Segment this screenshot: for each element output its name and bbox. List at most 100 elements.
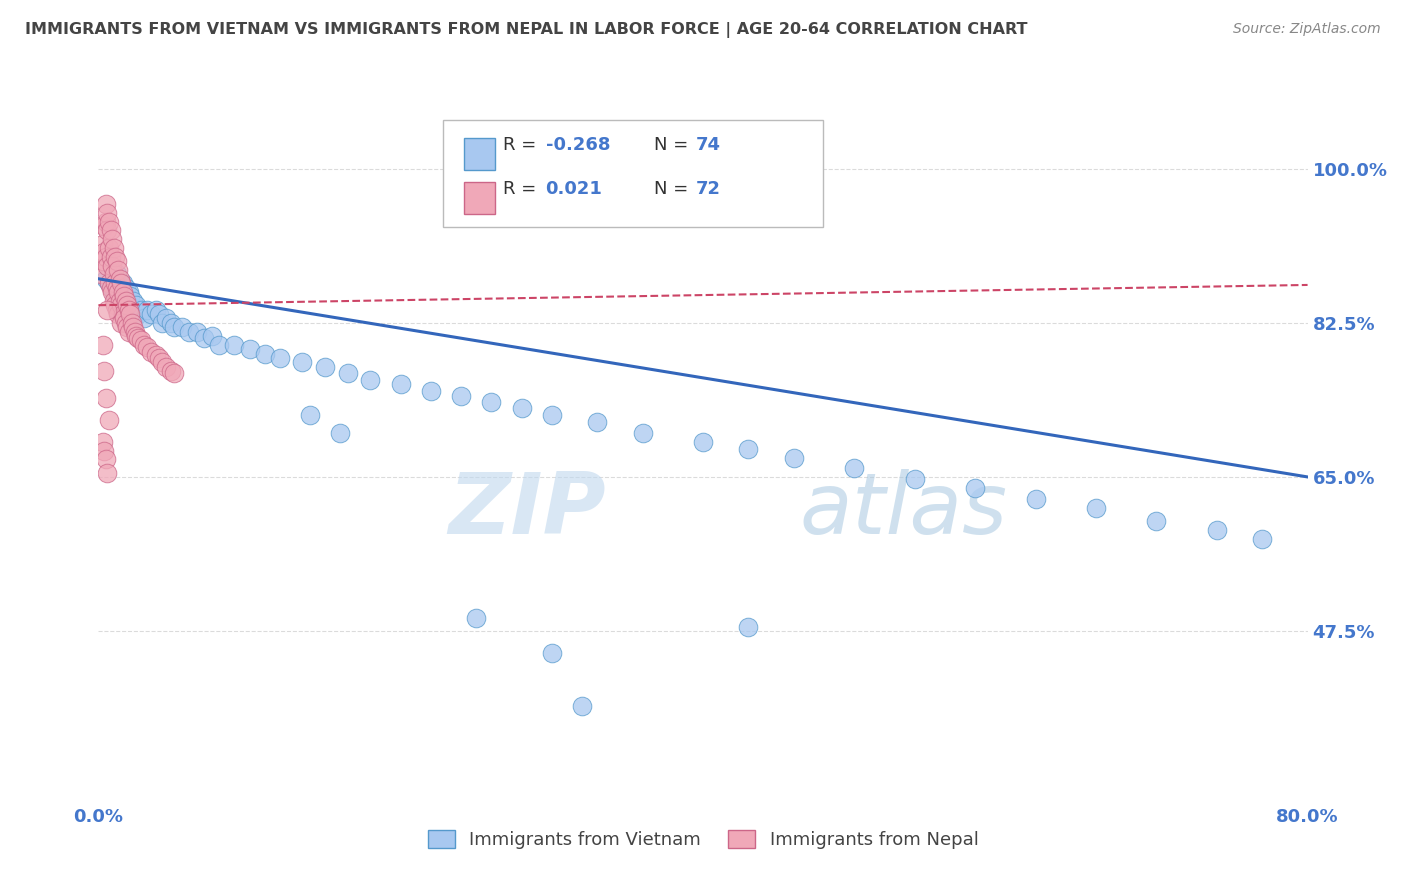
Point: [1085, 500, 1108, 515]
Point: [115, 307, 138, 321]
Point: [96, 302, 118, 317]
Point: [93, 443, 115, 458]
Point: [107, 285, 129, 299]
Point: [96, 205, 118, 219]
Point: [125, 298, 148, 312]
Point: [110, 285, 132, 299]
Point: [1144, 514, 1167, 528]
Point: [1024, 491, 1046, 506]
Point: [420, 384, 443, 398]
Point: [100, 280, 122, 294]
Point: [96, 259, 118, 273]
Point: [115, 298, 138, 312]
Point: [94, 214, 117, 228]
Point: [98, 276, 121, 290]
Point: [93, 219, 115, 233]
Point: [510, 401, 533, 416]
Point: [94, 452, 117, 467]
Point: [114, 316, 136, 330]
Point: [118, 325, 141, 339]
Point: [129, 334, 152, 348]
Point: [101, 285, 124, 299]
Point: [91, 254, 114, 268]
Point: [96, 466, 118, 480]
Point: [1251, 532, 1274, 546]
Point: [107, 280, 129, 294]
Point: [91, 236, 114, 251]
Point: [101, 232, 124, 246]
Point: [127, 331, 149, 345]
Point: [132, 311, 155, 326]
Point: [783, 450, 806, 465]
Text: 0.021: 0.021: [546, 180, 602, 198]
Point: [112, 289, 135, 303]
Point: [141, 307, 163, 321]
Point: [112, 311, 135, 326]
Point: [224, 338, 246, 352]
Point: [208, 338, 231, 352]
Text: 72: 72: [696, 180, 721, 198]
Point: [104, 276, 127, 290]
Point: [163, 366, 186, 380]
Point: [163, 320, 186, 334]
Point: [201, 329, 224, 343]
Point: [965, 481, 987, 495]
Point: [145, 348, 167, 362]
Point: [360, 373, 382, 387]
Point: [98, 241, 121, 255]
Point: [737, 620, 759, 634]
Point: [94, 250, 117, 264]
Point: [121, 316, 143, 330]
Point: [114, 293, 136, 308]
Point: [101, 280, 124, 294]
Point: [148, 351, 170, 365]
Point: [150, 355, 173, 369]
Point: [104, 298, 127, 312]
Point: [844, 461, 866, 475]
Point: [103, 268, 125, 282]
Point: [129, 302, 152, 317]
Point: [91, 434, 114, 449]
Point: [193, 331, 215, 345]
Point: [1206, 523, 1229, 537]
Point: [540, 409, 562, 423]
Point: [94, 197, 117, 211]
Point: [692, 434, 714, 449]
Point: [135, 340, 157, 354]
Point: [571, 698, 593, 713]
Text: R =: R =: [503, 136, 543, 153]
Point: [122, 293, 145, 308]
Point: [118, 298, 141, 312]
Point: [160, 316, 183, 330]
Point: [118, 302, 141, 317]
Text: IMMIGRANTS FROM VIETNAM VS IMMIGRANTS FROM NEPAL IN LABOR FORCE | AGE 20-64 CORR: IMMIGRANTS FROM VIETNAM VS IMMIGRANTS FR…: [25, 22, 1028, 38]
Point: [112, 302, 135, 317]
Point: [141, 344, 163, 359]
Point: [150, 316, 173, 330]
Text: 74: 74: [696, 136, 721, 153]
Point: [114, 280, 136, 294]
Text: -0.268: -0.268: [546, 136, 610, 153]
Point: [108, 272, 131, 286]
Legend: Immigrants from Vietnam, Immigrants from Nepal: Immigrants from Vietnam, Immigrants from…: [420, 822, 986, 856]
Point: [179, 325, 201, 339]
Text: N =: N =: [654, 136, 693, 153]
Point: [253, 346, 276, 360]
Point: [299, 409, 322, 423]
Point: [105, 268, 128, 282]
Point: [91, 338, 114, 352]
Point: [98, 276, 121, 290]
Point: [148, 307, 170, 321]
Point: [120, 289, 142, 303]
Point: [269, 351, 291, 365]
Point: [170, 320, 193, 334]
Point: [111, 276, 134, 290]
Point: [481, 395, 503, 409]
Point: [314, 359, 336, 374]
Point: [105, 254, 128, 268]
Point: [94, 272, 117, 286]
Point: [450, 389, 472, 403]
Point: [120, 307, 142, 321]
Point: [904, 472, 927, 486]
Point: [465, 611, 488, 625]
